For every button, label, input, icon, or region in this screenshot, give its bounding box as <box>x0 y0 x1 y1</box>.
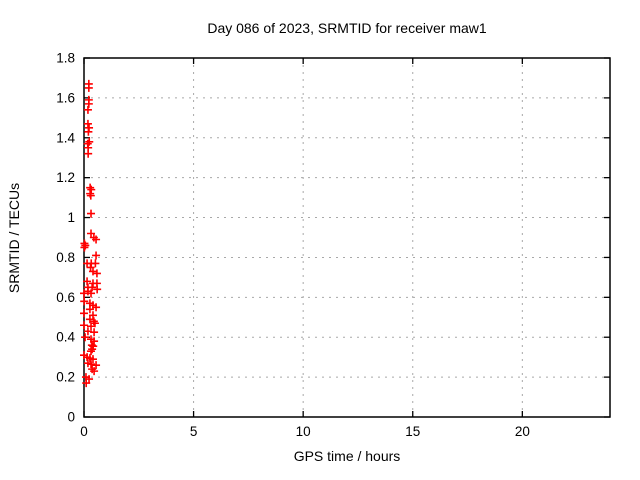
x-tick-label: 10 <box>296 424 311 439</box>
data-point-marker <box>80 297 89 306</box>
y-tick-label: 1.6 <box>56 90 75 105</box>
y-axis-label: SRMTID / TECUs <box>6 182 22 294</box>
x-tick-label: 20 <box>515 424 530 439</box>
data-point-marker <box>83 277 92 286</box>
data-point-marker <box>92 235 101 244</box>
data-point-marker <box>85 305 94 314</box>
data-point-marker <box>80 289 88 298</box>
data-point-marker <box>84 83 93 92</box>
data-point-marker <box>83 119 92 128</box>
data-point-marker <box>84 127 93 136</box>
y-tick-label: 0.4 <box>56 330 75 345</box>
data-point-marker <box>87 209 96 218</box>
y-tick-label: 1.4 <box>56 130 75 145</box>
data-point-marker <box>87 289 96 298</box>
y-tick-label: 1 <box>67 210 75 225</box>
data-point-marker <box>85 137 94 146</box>
data-point-marker <box>83 105 92 114</box>
x-tick-label: 5 <box>190 424 198 439</box>
data-point-marker <box>92 303 101 312</box>
data-point-marker <box>92 361 101 370</box>
y-tick-label: 1.8 <box>56 51 75 66</box>
data-point-marker <box>84 149 93 158</box>
data-point-marker <box>86 191 95 200</box>
chart-title: Day 086 of 2023, SRMTID for receiver maw… <box>207 20 487 36</box>
data-point-marker <box>88 355 97 364</box>
data-point-marker <box>80 243 89 252</box>
data-point-marker <box>80 309 88 318</box>
data-point-marker <box>88 365 97 374</box>
plot-border <box>83 57 611 418</box>
x-tick-label: 15 <box>405 424 420 439</box>
data-point-marker <box>92 269 101 278</box>
y-tick-label: 0.6 <box>56 290 75 305</box>
y-tick-label: 0.2 <box>56 370 75 385</box>
data-point-marker <box>92 251 101 260</box>
x-axis-label: GPS time / hours <box>293 448 401 464</box>
data-point-marker <box>87 347 96 356</box>
data-point-marker <box>82 379 91 388</box>
data-point-marker <box>83 327 92 336</box>
data-point-marker <box>80 321 88 330</box>
data-point-marker <box>81 333 90 342</box>
data-point-marker <box>93 285 102 294</box>
data-point-marker <box>91 259 100 268</box>
y-tick-label: 0.8 <box>56 250 75 265</box>
x-tick-label: 0 <box>80 424 88 439</box>
data-point-marker <box>84 99 93 108</box>
data-point-marker <box>87 360 96 369</box>
y-tick-label: 1.2 <box>56 170 75 185</box>
data-point-marker <box>81 241 90 250</box>
data-point-marker <box>90 367 99 376</box>
data-point-marker <box>88 283 97 292</box>
y-tick-label: 0 <box>67 410 75 425</box>
data-point-marker <box>87 322 96 331</box>
data-point-marker <box>90 328 99 337</box>
